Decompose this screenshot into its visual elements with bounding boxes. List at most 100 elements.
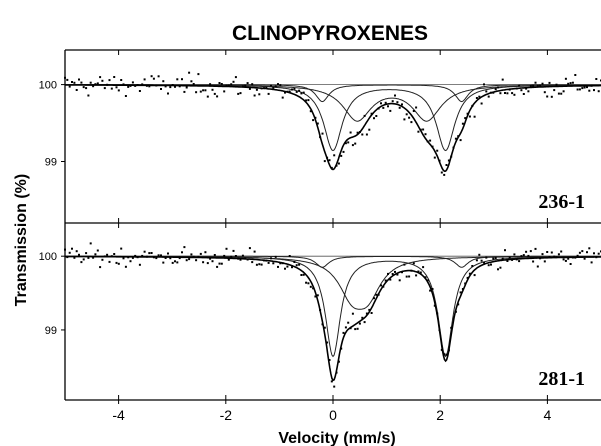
data-point: [244, 84, 247, 87]
data-point: [351, 312, 354, 315]
data-point: [152, 77, 155, 80]
data-point: [155, 257, 158, 260]
data-point: [267, 261, 270, 264]
data-point: [483, 83, 485, 86]
data-point: [131, 256, 134, 259]
data-point: [115, 86, 118, 89]
data-point: [347, 141, 350, 144]
data-point: [80, 81, 83, 84]
data-point: [211, 260, 214, 263]
x-axis-label: Velocity (mm/s): [278, 430, 395, 446]
data-point: [511, 92, 514, 95]
data-point: [232, 80, 235, 83]
data-point: [321, 323, 324, 326]
data-point: [316, 122, 319, 125]
data-point: [192, 255, 195, 258]
data-point: [368, 308, 371, 311]
data-point: [167, 92, 169, 95]
data-point: [555, 256, 558, 259]
data-point: [75, 89, 78, 91]
data-point: [433, 304, 436, 307]
data-point: [419, 128, 422, 131]
data-point: [248, 247, 251, 250]
data-point: [227, 258, 230, 261]
data-point: [410, 269, 413, 272]
data-point: [281, 96, 284, 99]
data-point: [230, 255, 233, 258]
data-point: [234, 76, 237, 79]
data-point: [560, 92, 563, 95]
data-point: [590, 261, 593, 264]
sample-label: 281-1: [538, 368, 585, 390]
data-point: [522, 93, 525, 95]
data-point: [593, 252, 595, 255]
data-point: [284, 91, 286, 94]
data-point: [347, 321, 350, 324]
data-point: [162, 261, 165, 264]
data-point: [281, 262, 284, 265]
data-point: [483, 261, 485, 264]
data-point: [475, 97, 478, 99]
data-point: [328, 159, 331, 162]
data-point: [417, 130, 420, 133]
data-point: [68, 85, 71, 88]
data-point: [478, 253, 481, 256]
chart-title: CLINOPYROXENES: [232, 22, 428, 45]
data-point: [365, 312, 368, 315]
data-point: [192, 83, 195, 85]
data-point: [365, 133, 368, 136]
data-point: [440, 171, 443, 174]
fit-curve: [65, 84, 601, 173]
data-point: [124, 265, 127, 268]
data-point: [450, 326, 453, 329]
data-point: [382, 106, 385, 109]
data-point: [419, 271, 422, 274]
data-point: [71, 81, 73, 83]
data-point: [244, 257, 247, 260]
data-point: [373, 117, 375, 120]
data-point: [337, 360, 340, 363]
data-point: [225, 247, 228, 250]
data-point: [255, 88, 258, 91]
data-point: [405, 113, 408, 116]
data-point: [87, 94, 90, 97]
data-point: [108, 79, 111, 82]
data-point: [471, 265, 474, 267]
data-point: [532, 84, 535, 87]
data-point: [368, 128, 371, 131]
data-point: [515, 258, 518, 261]
data-point: [373, 297, 375, 300]
plot-layer: 100 99 236-1 100 99 281-1 -4 -2 0 2 4: [39, 49, 601, 423]
data-point: [354, 328, 357, 331]
data-point: [190, 80, 193, 83]
data-point: [335, 371, 338, 374]
data-point: [464, 117, 467, 120]
data-point: [127, 85, 130, 88]
data-point: [445, 164, 448, 166]
data-point: [532, 260, 535, 263]
data-point: [85, 252, 88, 255]
data-point: [405, 275, 408, 278]
data-point: [452, 146, 455, 149]
data-point: [234, 255, 237, 257]
data-point: [560, 250, 563, 253]
data-point: [494, 88, 497, 91]
data-point: [501, 257, 504, 260]
data-point: [185, 86, 188, 89]
data-point: [197, 73, 200, 76]
data-point: [335, 164, 338, 167]
data-point: [408, 116, 411, 119]
data-point: [426, 140, 429, 143]
data-point: [401, 271, 403, 274]
data-point: [99, 76, 102, 79]
data-point: [78, 253, 80, 256]
data-point: [370, 312, 373, 314]
data-point: [225, 84, 228, 87]
data-point: [291, 266, 293, 269]
data-point: [78, 78, 80, 81]
x-tick-label: 4: [544, 407, 552, 423]
data-point: [330, 380, 333, 383]
data-point: [117, 89, 120, 92]
data-point: [457, 303, 460, 306]
data-point: [248, 87, 251, 90]
